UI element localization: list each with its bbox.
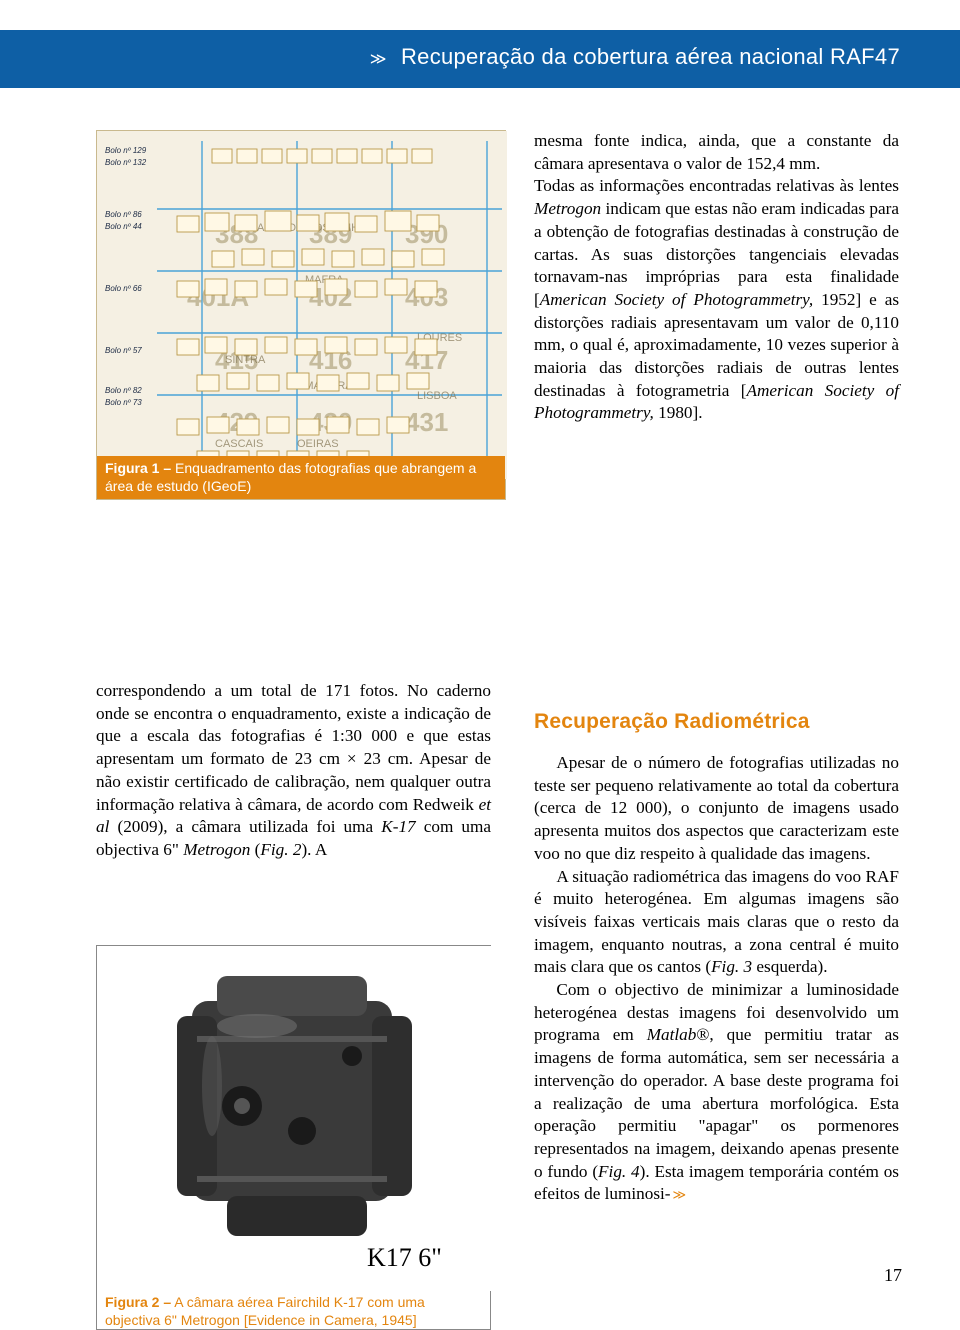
text-right-top: mesma fonte indica, ainda, que a constan… [534, 130, 899, 425]
svg-text:Bolo nº 57: Bolo nº 57 [105, 346, 142, 355]
figure-1-caption-label: Figura 1 – [105, 460, 171, 476]
continue-arrow-icon: ≫ [673, 1187, 687, 1202]
figure-2-inlabel: K17 6" [367, 1243, 442, 1272]
svg-text:Bolo nº 129: Bolo nº 129 [105, 146, 147, 155]
svg-text:LISBOA: LISBOA [417, 390, 457, 402]
figure-2-svg: K17 6" [97, 946, 492, 1291]
header-title: Recuperação da cobertura aérea nacional … [401, 44, 900, 69]
page-header: ≫ Recuperação da cobertura aérea naciona… [370, 44, 900, 70]
svg-text:431: 431 [405, 407, 448, 437]
figure-1-svg: 388389390 401A402403 415416417 429430431… [97, 131, 507, 501]
svg-text:OEIRAS: OEIRAS [297, 438, 339, 450]
svg-text:Bolo nº 73: Bolo nº 73 [105, 398, 142, 407]
svg-text:Bolo nº 44: Bolo nº 44 [105, 222, 142, 231]
para-3: Com o objectivo de minimizar a luminosid… [534, 979, 899, 1206]
para-1: Apesar de o número de fotografias utiliz… [534, 752, 899, 866]
figure-2: K17 6" Figura 2 – A câmara aérea Fairchi… [96, 945, 491, 1330]
text-right-bottom: Apesar de o número de fotografias utiliz… [534, 752, 899, 1206]
section-heading: Recuperação Radiométrica [534, 710, 810, 734]
figure-2-caption: Figura 2 – A câmara aérea Fairchild K-17… [97, 1290, 490, 1329]
svg-text:Bolo nº 86: Bolo nº 86 [105, 210, 142, 219]
para-2: A situação radiométrica das imagens do v… [534, 866, 899, 980]
page-content: 388389390 401A402403 415416417 429430431… [96, 130, 901, 500]
svg-text:Bolo nº 66: Bolo nº 66 [105, 284, 142, 293]
svg-text:Bolo nº 132: Bolo nº 132 [105, 158, 147, 167]
svg-text:CASCAIS: CASCAIS [215, 438, 263, 450]
figure-2-caption-label: Figura 2 – [105, 1294, 171, 1310]
figure-1: 388389390 401A402403 415416417 429430431… [96, 130, 506, 500]
figure-1-caption: Figura 1 – Enquadramento das fotografias… [97, 456, 505, 499]
svg-text:Bolo nº 82: Bolo nº 82 [105, 386, 142, 395]
header-arrows: ≫ [370, 51, 389, 68]
page-number: 17 [884, 1265, 902, 1286]
svg-text:SINTRA: SINTRA [225, 354, 266, 366]
text-left-mid: correspondendo a um total de 171 fotos. … [96, 680, 491, 862]
